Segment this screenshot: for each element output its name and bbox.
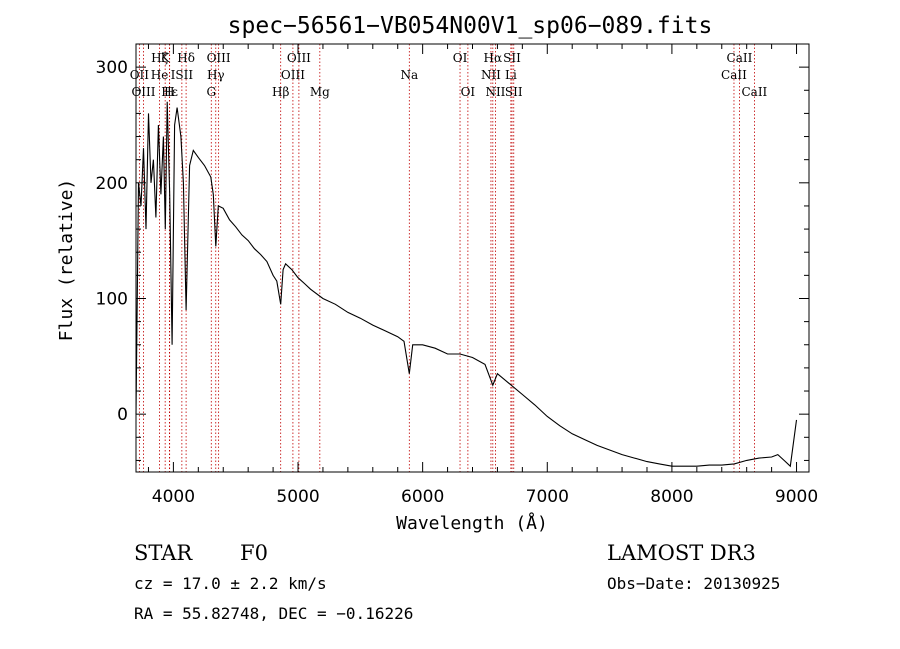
spectral-line-label: Hδ	[177, 51, 195, 65]
y-axis-label: Flux (relative)	[56, 179, 77, 342]
spectrum-line	[135, 101, 798, 468]
y-tick-label: 200	[96, 174, 128, 194]
y-tick-label: 300	[96, 58, 128, 78]
spectral-line-label: Hζ	[151, 51, 168, 65]
marker-lines	[138, 44, 755, 472]
spectral-line-label: OIII	[281, 68, 305, 82]
y-axis-ticks: 0 100 200 300	[96, 43, 809, 461]
survey-name: LAMOST DR3	[607, 541, 756, 565]
redshift-text: cz = 17.0 ± 2.2 km/s	[134, 574, 327, 593]
x-tick-label: 9000	[775, 487, 818, 507]
spectral-line-label: Li	[505, 68, 517, 82]
y-tick-label: 100	[96, 289, 128, 309]
obs-date: Obs−Date: 20130925	[607, 574, 780, 593]
spectral-line-label: OIII	[207, 51, 231, 65]
spectral-line-label: OIII	[131, 85, 155, 99]
spectral-line-label: H	[164, 85, 174, 99]
x-axis-label: Wavelength (Å)	[396, 512, 548, 534]
x-tick-label: 7000	[526, 487, 569, 507]
coordinates-text: RA = 55.82748, DEC = −0.16226	[134, 604, 413, 623]
object-class: STAR	[134, 541, 193, 565]
spectral-line-label: Na	[400, 68, 418, 82]
spectral-line-label: OI	[461, 85, 476, 99]
spectral-line-label: OII	[130, 68, 150, 82]
x-tick-label: 6000	[401, 487, 444, 507]
spectral-line-label: CaII	[741, 85, 767, 99]
spectral-line-label: OI	[453, 51, 468, 65]
spectral-line-label: Hα	[484, 51, 503, 65]
spectral-line-label: CaII	[727, 51, 753, 65]
spectral-line-label: Hε	[161, 85, 178, 99]
spectral-line-label: Mg	[310, 85, 330, 99]
spectral-line-label: Hγ	[207, 68, 225, 82]
spectral-line-label: ISII	[171, 68, 194, 82]
x-axis-ticks: 4000 5000 6000 7000 8000 9000	[147, 44, 818, 507]
spectral-line-label: NII	[485, 85, 505, 99]
x-tick-label: 4000	[152, 487, 195, 507]
spectral-line-label: Hβ	[272, 85, 289, 99]
spectral-line-label: SII	[505, 85, 523, 99]
plot-frame	[135, 43, 810, 473]
spectral-line-label: NII	[481, 68, 501, 82]
spectral-line-label: G	[206, 85, 216, 99]
object-subclass: F0	[240, 541, 268, 565]
x-tick-label: 5000	[276, 487, 319, 507]
spectral-line-label: CaII	[721, 68, 747, 82]
spectral-line-label: He	[151, 68, 169, 82]
spectral-line-label: K	[161, 51, 171, 65]
spectral-line-label: SII	[503, 51, 521, 65]
x-tick-label: 8000	[650, 487, 693, 507]
spectral-line-label: OIII	[287, 51, 311, 65]
chart-title: spec−56561−VB054N00V1_sp06−089.fits	[228, 13, 713, 39]
y-tick-label: 0	[117, 405, 128, 425]
